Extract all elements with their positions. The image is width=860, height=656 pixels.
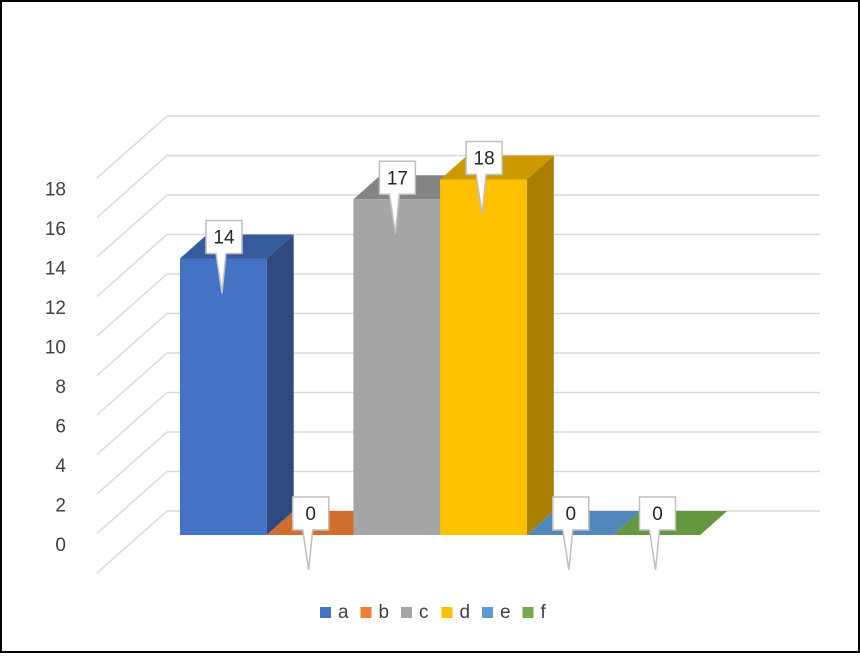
y-tick-label: 14 bbox=[45, 259, 67, 280]
data-labels: 14 0 17 18 0 0 bbox=[205, 140, 677, 571]
bars bbox=[180, 155, 728, 535]
callout-box bbox=[638, 496, 677, 571]
legend: a b c d e f bbox=[320, 602, 547, 623]
callout-box bbox=[291, 496, 330, 571]
legend-item-c: c bbox=[401, 602, 429, 623]
gridline-side bbox=[96, 115, 168, 179]
gridline-side bbox=[96, 431, 168, 495]
data-label-text: 0 bbox=[566, 504, 577, 525]
legend-item-b: b bbox=[360, 602, 390, 623]
legend-label: e bbox=[500, 602, 511, 623]
data-label-a: 14 bbox=[205, 219, 243, 294]
data-label-c: 17 bbox=[378, 160, 417, 235]
bar-front bbox=[353, 199, 441, 535]
data-label-text: 18 bbox=[474, 149, 495, 170]
data-label-d: 18 bbox=[465, 140, 503, 215]
data-label-text: 0 bbox=[305, 504, 316, 525]
data-label-text: 0 bbox=[652, 504, 663, 525]
data-label-e: 0 bbox=[552, 496, 590, 571]
bar-d bbox=[440, 155, 554, 535]
gridline-side bbox=[96, 352, 168, 416]
y-tick-label: 12 bbox=[45, 298, 66, 319]
gridline-side bbox=[96, 194, 168, 258]
y-tick-label: 8 bbox=[55, 377, 66, 398]
y-tick-label: 0 bbox=[55, 535, 66, 556]
legend-label: a bbox=[338, 602, 349, 623]
legend-item-d: d bbox=[441, 602, 471, 623]
bar-a bbox=[180, 234, 294, 535]
gridline-side bbox=[96, 312, 168, 377]
legend-label: c bbox=[419, 602, 429, 623]
legend-label: f bbox=[541, 602, 547, 623]
data-label-f: 0 bbox=[638, 496, 677, 571]
y-tick-label: 16 bbox=[45, 219, 66, 240]
y-tick-label: 10 bbox=[45, 338, 66, 359]
y-axis-ticks: 0 2 4 6 8 10 12 14 16 18 bbox=[45, 180, 67, 557]
data-label-text: 14 bbox=[213, 228, 235, 249]
legend-item-a: a bbox=[320, 602, 349, 623]
gridline-side bbox=[96, 233, 168, 298]
gridline-side bbox=[96, 391, 168, 456]
legend-label: d bbox=[460, 602, 471, 623]
legend-swatch bbox=[401, 607, 412, 618]
gridline-side bbox=[96, 510, 168, 574]
data-label-text: 17 bbox=[387, 168, 408, 189]
gridline-side bbox=[96, 470, 168, 535]
legend-item-f: f bbox=[522, 602, 547, 623]
bar-front bbox=[180, 258, 267, 535]
legend-swatch bbox=[360, 607, 372, 618]
bar-front bbox=[440, 179, 527, 535]
data-label-b: 0 bbox=[291, 496, 330, 571]
legend-label: b bbox=[379, 602, 390, 623]
y-tick-label: 2 bbox=[55, 496, 66, 517]
bar-side bbox=[526, 155, 554, 535]
callout-box bbox=[465, 140, 503, 215]
y-tick-label: 6 bbox=[55, 417, 66, 438]
gridline-side bbox=[96, 154, 168, 219]
legend-swatch bbox=[482, 607, 493, 618]
y-tick-label: 18 bbox=[45, 180, 66, 201]
callout-box bbox=[378, 160, 417, 235]
legend-swatch bbox=[522, 607, 534, 618]
legend-swatch bbox=[441, 607, 453, 618]
callout-box bbox=[552, 496, 590, 571]
legend-swatch bbox=[320, 607, 331, 618]
callout-box bbox=[205, 219, 243, 294]
gridline-side bbox=[96, 273, 168, 337]
bar-side bbox=[266, 234, 294, 535]
legend-item-e: e bbox=[482, 602, 511, 623]
y-tick-label: 4 bbox=[55, 456, 66, 477]
